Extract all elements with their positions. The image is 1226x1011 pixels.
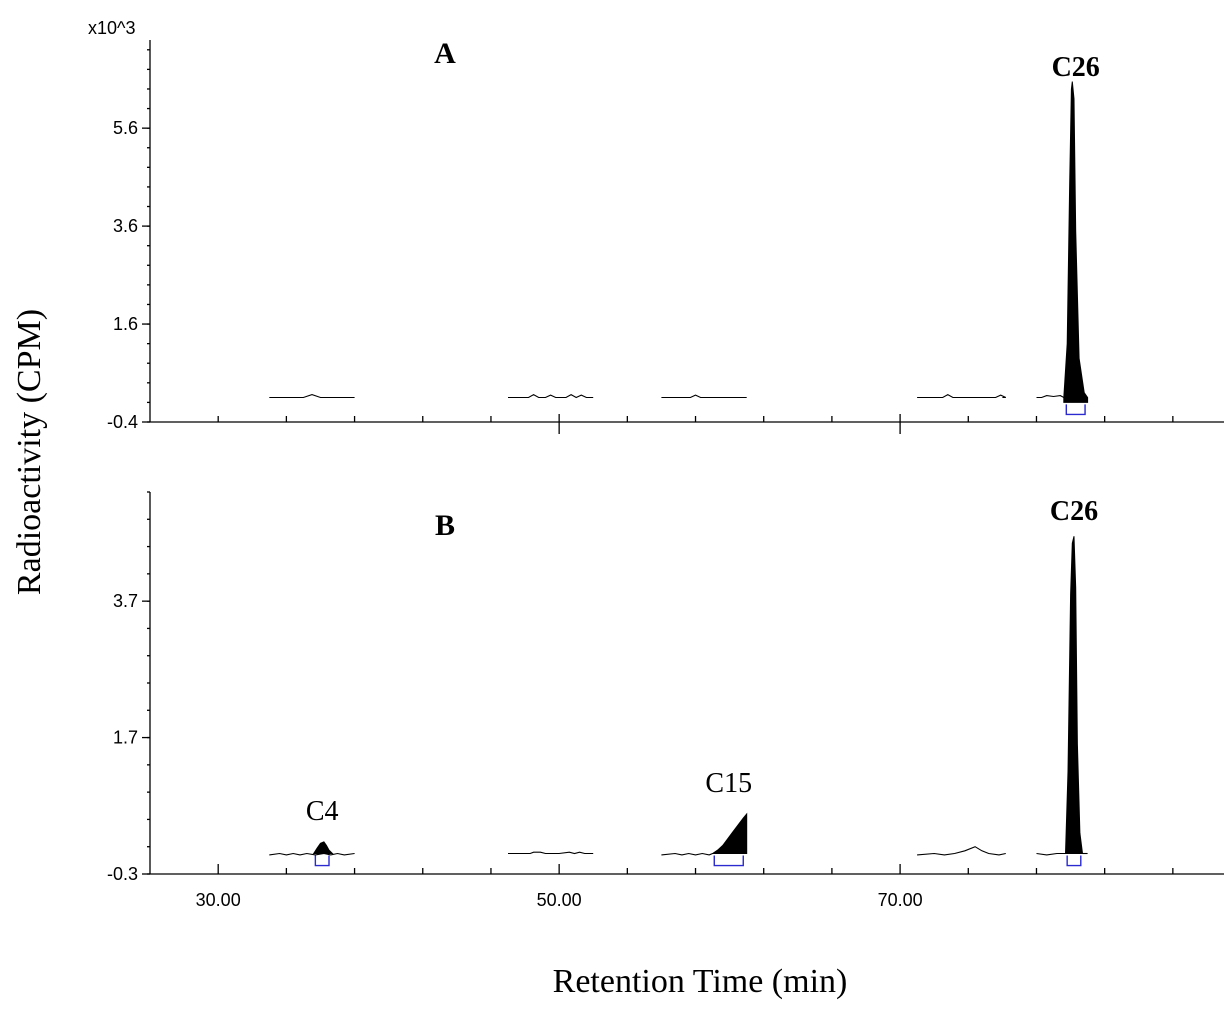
y-tick-label: -0.3 <box>107 864 138 884</box>
x-tick-label: 30.00 <box>196 890 241 910</box>
peak-label-c26: C26 <box>1050 496 1098 527</box>
peak-label-c4: C4 <box>306 796 339 827</box>
x-tick-label: 70.00 <box>878 890 923 910</box>
trace-segment <box>1036 852 1066 856</box>
y-tick-label: -0.4 <box>107 412 138 432</box>
y-axis-title: Radioactivity (CPM) <box>11 309 48 595</box>
peak-c26 <box>1063 81 1089 403</box>
peak-label-c26: C26 <box>1052 52 1100 83</box>
integration-bracket <box>1066 855 1082 867</box>
y-tick-label: 3.7 <box>113 591 138 611</box>
trace-segment <box>661 852 713 856</box>
y-tick-label: 1.6 <box>113 314 138 334</box>
peak-label-c15: C15 <box>705 768 752 799</box>
panel-b: -0.3 1.7 3.7 30.00 50.00 70.00 B C4 C15 C26 <box>107 491 1224 910</box>
trace-segment <box>917 846 1006 856</box>
peak-c26 <box>1064 536 1084 854</box>
panel-label: B <box>435 509 455 542</box>
y-tick-label: 1.7 <box>113 728 138 748</box>
trace-segment <box>508 393 594 399</box>
y-tick-label: 3.6 <box>113 216 138 236</box>
y-multiplier-label: x10^3 <box>88 18 135 38</box>
integration-bracket <box>314 855 330 867</box>
integration-bracket <box>713 855 744 867</box>
trace-segment <box>269 852 355 856</box>
trace-segment <box>269 394 355 399</box>
x-axis-title: Retention Time (min) <box>553 963 848 1000</box>
peak-c15 <box>710 812 748 854</box>
x-tick-label: 50.00 <box>537 890 582 910</box>
trace-segment <box>661 394 747 399</box>
panel-a: -0.4 1.6 3.6 5.6 A C26 <box>107 37 1224 434</box>
panel-label: A <box>434 37 456 70</box>
integration-bracket <box>1065 404 1086 416</box>
trace-segment <box>508 851 594 855</box>
trace-segment <box>917 393 1007 399</box>
peak-c4 <box>312 841 334 854</box>
y-tick-label: 5.6 <box>113 118 138 138</box>
